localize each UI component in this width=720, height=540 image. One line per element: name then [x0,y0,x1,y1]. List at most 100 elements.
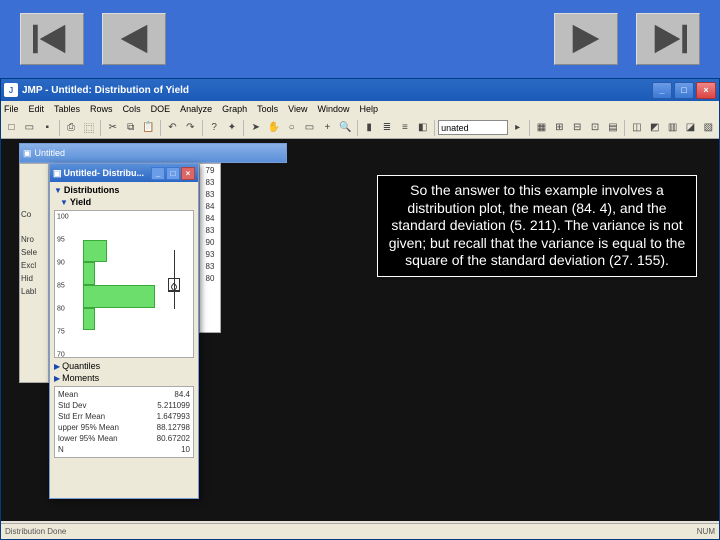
tb-fit-icon[interactable]: ≣ [379,119,396,137]
disclose-icon: ▶ [54,374,60,383]
menu-file[interactable]: File [4,104,19,114]
menu-view[interactable]: View [288,104,307,114]
moments-table: Mean84.4Std Dev5.211099Std Err Mean1.647… [54,386,194,458]
tb-crosshair-icon[interactable]: + [319,119,336,137]
menu-tools[interactable]: Tools [257,104,278,114]
dist-body: ▼ Distributions ▼ Yield 707580859095100 … [50,182,198,462]
prev-button[interactable] [102,13,166,65]
menu-tables[interactable]: Tables [54,104,80,114]
content-area: ▣ Untitled CoNroSeleExclHidLabl 79838384… [1,139,719,521]
quantiles-header[interactable]: ▶ Quantiles [52,360,196,372]
status-left: Distribution Done [5,527,66,536]
window-controls: _ □ × [652,82,716,99]
table-cell: 84 [200,213,220,225]
tb-preview-icon[interactable]: ⿴ [81,119,98,137]
tb-open-icon[interactable]: ▭ [21,119,38,137]
yield-header[interactable]: ▼ Yield [52,196,196,208]
tb-print-icon[interactable]: ⎙ [63,119,80,137]
histogram-bar [83,262,95,285]
last-button[interactable] [636,13,700,65]
menu-rows[interactable]: Rows [90,104,113,114]
menu-edit[interactable]: Edit [29,104,45,114]
tb-extra4-icon[interactable]: ◪ [682,119,699,137]
tb-save-icon[interactable]: ▪ [39,119,56,137]
disclose-icon: ▼ [60,198,68,207]
tb-fitmodel-icon[interactable]: ◧ [414,119,431,137]
toolbar-input[interactable] [438,120,508,135]
close-button[interactable]: × [696,82,716,99]
tb-undo-icon[interactable]: ↶ [164,119,181,137]
minimize-button[interactable]: _ [652,82,672,99]
menu-window[interactable]: Window [318,104,350,114]
tb-chart5-icon[interactable]: ▤ [605,119,622,137]
menu-help[interactable]: Help [360,104,379,114]
sidebar-item: Excl [20,259,48,272]
tb-extra1-icon[interactable]: ◫ [628,119,645,137]
toolbar: □ ▭ ▪ ⎙ ⿴ ✂ ⧉ 📋 ↶ ↷ ? ✦ ➤ ✋ ○ ▭ + 🔍 ▮ ≣ … [1,117,719,139]
untitled-title-bar: ▣ Untitled [20,144,286,162]
histogram-bar [83,285,155,308]
dist-close-button[interactable]: × [181,167,195,180]
menu-bar: File Edit Tables Rows Cols DOE Analyze Graph Too… [1,101,719,117]
menu-doe[interactable]: DOE [151,104,171,114]
data-column: 79838384848390938380 [199,163,221,333]
untitled-title: Untitled [35,148,66,158]
dist-max-button[interactable]: □ [166,167,180,180]
y-tick-label: 80 [57,306,65,313]
moments-row: Std Dev5.211099 [58,400,190,411]
menu-analyze[interactable]: Analyze [180,104,212,114]
moments-header[interactable]: ▶ Moments [52,372,196,384]
menu-graph[interactable]: Graph [222,104,247,114]
tb-brush-icon[interactable]: ▭ [301,119,318,137]
moments-row: lower 95% Mean80.67202 [58,433,190,444]
restore-button[interactable]: □ [674,82,694,99]
tb-matched-icon[interactable]: ≡ [396,119,413,137]
dist-icon: ▣ [53,168,62,179]
tb-script-icon[interactable]: ✦ [224,119,241,137]
dist-title-bar: ▣ Untitled- Distribu... _ □ × [50,164,198,182]
y-tick-label: 85 [57,283,65,290]
tb-pointer-icon[interactable]: ➤ [247,119,264,137]
dist-min-button[interactable]: _ [151,167,165,180]
tb-new-icon[interactable]: □ [3,119,20,137]
tb-help-icon[interactable]: ? [206,119,223,137]
tb-lasso-icon[interactable]: ○ [283,119,300,137]
tb-chart3-icon[interactable]: ⊟ [569,119,586,137]
next-button[interactable] [554,13,618,65]
y-tick-label: 95 [57,237,65,244]
sidebar-item: Hid [20,272,48,285]
sidebar-item: Labl [20,285,48,298]
tb-cut-icon[interactable]: ✂ [104,119,121,137]
y-tick-label: 100 [57,214,69,221]
app-title: JMP - Untitled: Distribution of Yield [22,85,652,96]
tb-redo-icon[interactable]: ↷ [182,119,199,137]
tb-chart2-icon[interactable]: ⊞ [551,119,568,137]
tb-copy-icon[interactable]: ⧉ [122,119,139,137]
tb-extra2-icon[interactable]: ◩ [646,119,663,137]
tb-zoom-icon[interactable]: 🔍 [337,119,354,137]
moments-row: upper 95% Mean88.12798 [58,422,190,433]
tb-extra3-icon[interactable]: ▥ [664,119,681,137]
table-cell: 83 [200,225,220,237]
nav-right-group [554,13,700,65]
sidebar-item: Sele [20,246,48,259]
disclose-icon: ▼ [54,186,62,195]
app-title-bar: J JMP - Untitled: Distribution of Yield … [1,79,719,101]
histogram-bar [83,308,95,331]
status-bar: Distribution Done NUM [1,523,719,539]
tb-go-icon[interactable]: ▸ [509,119,526,137]
table-cell: 80 [200,273,220,285]
table-cell: 83 [200,189,220,201]
tb-hand-icon[interactable]: ✋ [265,119,282,137]
distributions-header[interactable]: ▼ Distributions [52,184,196,196]
histogram-bar [83,240,107,263]
tb-dist-icon[interactable]: ▮ [361,119,378,137]
explanation-box: So the answer to this example involves a… [377,175,697,277]
sidebar-panel: CoNroSeleExclHidLabl [19,163,49,383]
tb-chart4-icon[interactable]: ⊡ [587,119,604,137]
menu-cols[interactable]: Cols [123,104,141,114]
tb-extra5-icon[interactable]: ▧ [700,119,717,137]
tb-paste-icon[interactable]: 📋 [140,119,157,137]
tb-chart1-icon[interactable]: ▦ [533,119,550,137]
first-button[interactable] [20,13,84,65]
